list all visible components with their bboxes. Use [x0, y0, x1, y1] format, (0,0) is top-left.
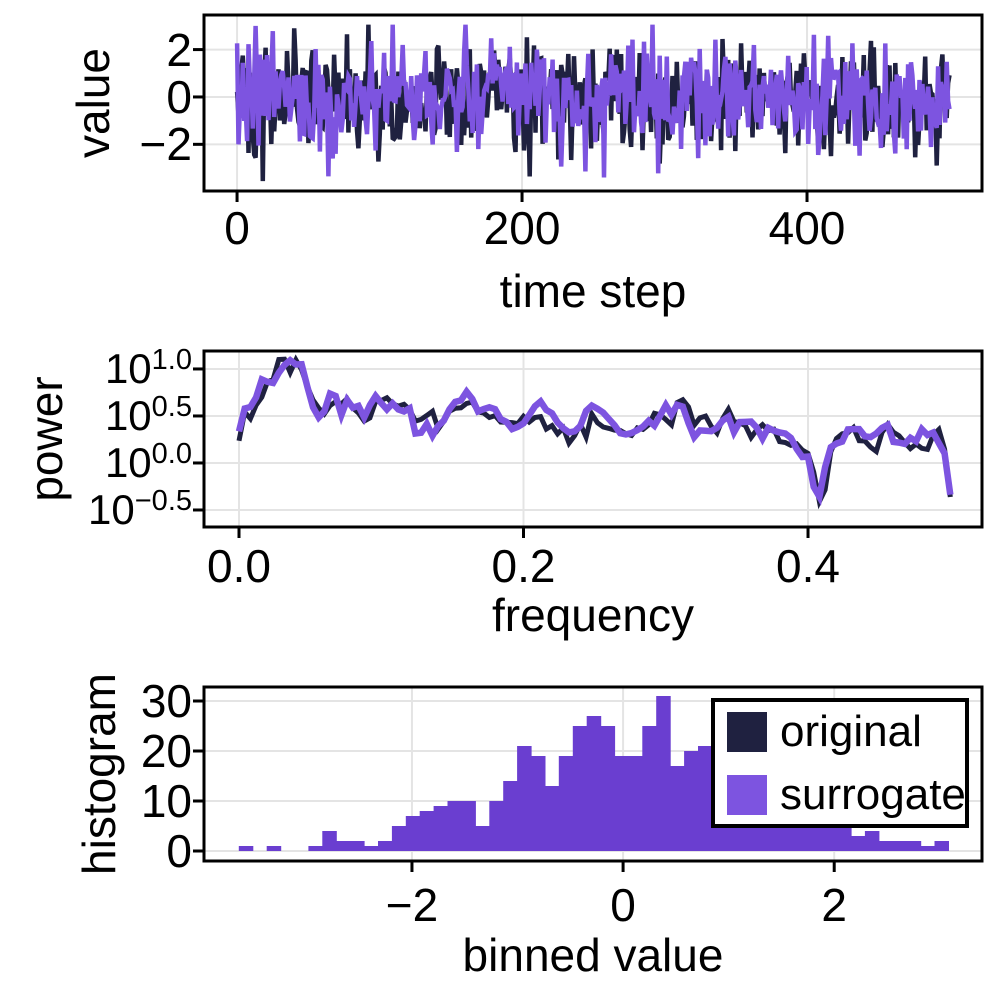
- power-spectrum-plot-frame: [202, 349, 984, 529]
- histogram-xtick-label: −2: [385, 879, 439, 931]
- timeseries-ytick-label: −2: [139, 118, 192, 171]
- timeseries-ylabel: value: [67, 48, 119, 158]
- histogram-ytick-label: 0: [166, 825, 192, 877]
- power-spectrum-xtick-label: 0.0: [207, 540, 271, 592]
- power-spectrum-ytick-label: 10−0.5: [88, 484, 192, 533]
- histogram-xlabel: binned value: [462, 929, 724, 981]
- power-spectrum-ytick-label: 100.5: [104, 390, 192, 439]
- timeseries-plot-frame: [202, 13, 984, 193]
- legend-label-surrogate: surrogate: [780, 769, 966, 819]
- spectrum-ylabel: power: [20, 376, 72, 502]
- histogram-xtick-label: 0: [610, 879, 636, 931]
- histogram-ytick-label: 10: [140, 775, 192, 827]
- spectrum-xlabel: frequency: [491, 589, 695, 641]
- histogram-ylabel: histogram: [73, 673, 125, 875]
- histogram-ytick-label: 30: [140, 675, 192, 727]
- timeseries-xtick-label: 0: [224, 202, 250, 254]
- timeseries-xlabel: time step: [499, 265, 687, 317]
- legend-label-original: original: [780, 706, 922, 756]
- legend: original surrogate: [711, 698, 969, 828]
- timeseries-xtick-label: 400: [768, 202, 846, 254]
- legend-swatch-original: [727, 711, 767, 752]
- timeseries-ytick-label: 0: [166, 70, 192, 123]
- power-spectrum-ytick-label: 101.0: [104, 343, 192, 392]
- histogram-xtick-label: 2: [821, 879, 847, 931]
- power-spectrum-xtick-label: 0.4: [776, 540, 840, 592]
- histogram-plot-frame: [202, 685, 984, 863]
- histogram-ytick-label: 20: [140, 725, 192, 777]
- power-spectrum-ytick-label: 100.0: [104, 437, 192, 486]
- timeseries-xtick-label: 200: [483, 202, 561, 254]
- timeseries-ytick-label: 2: [166, 23, 192, 76]
- legend-entry-original: original: [727, 706, 965, 756]
- legend-entry-surrogate: surrogate: [727, 769, 966, 819]
- power-spectrum-xtick-label: 0.2: [491, 540, 556, 592]
- legend-swatch-surrogate: [727, 774, 767, 815]
